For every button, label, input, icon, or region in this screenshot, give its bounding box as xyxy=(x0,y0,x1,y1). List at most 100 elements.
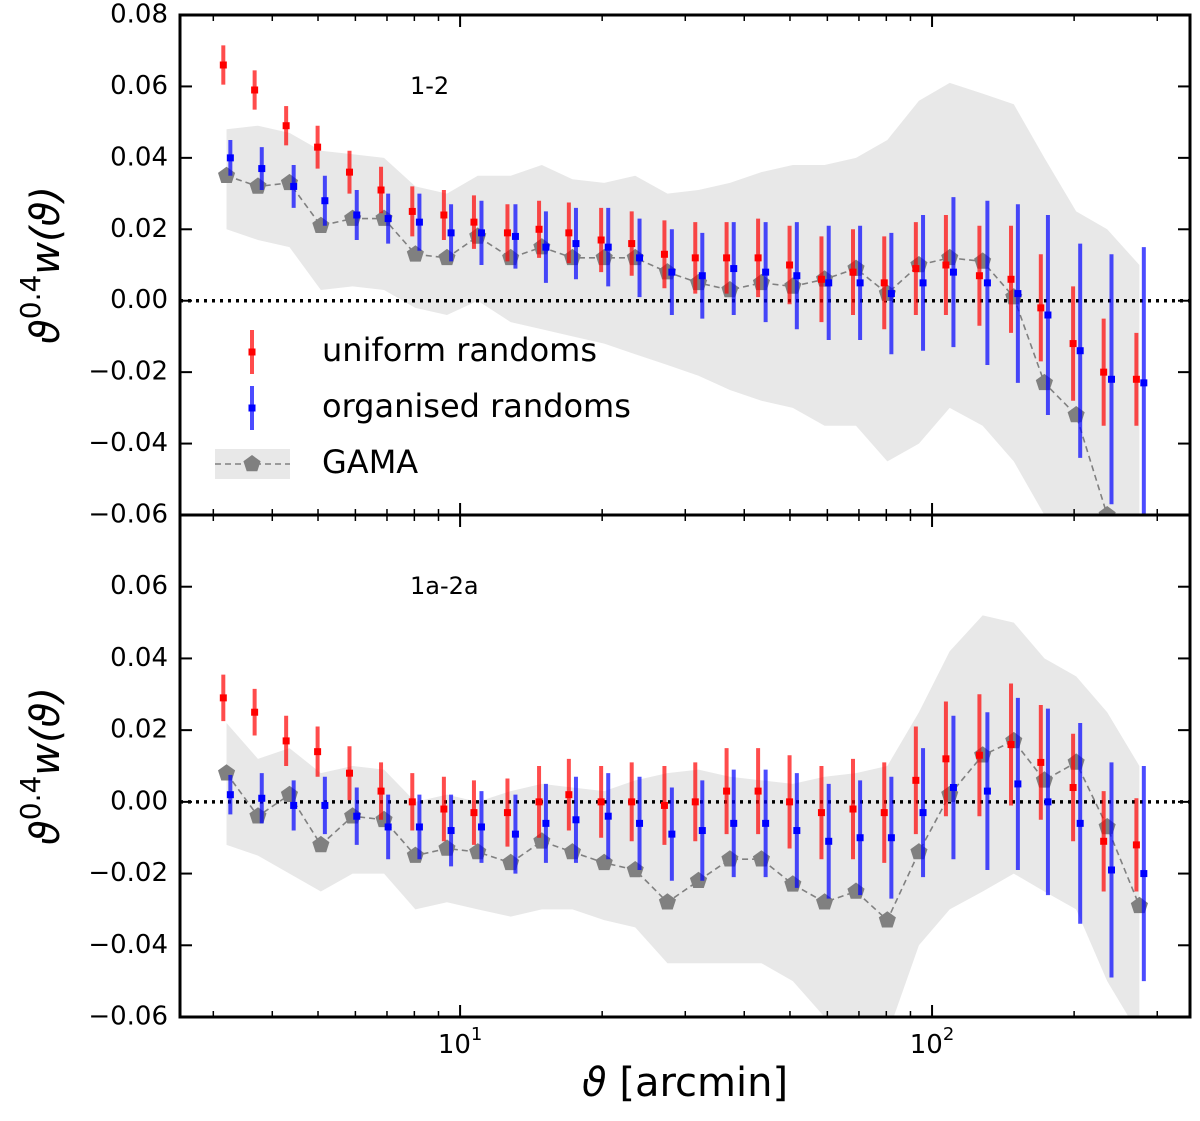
marker xyxy=(290,182,298,190)
marker xyxy=(572,240,580,248)
marker xyxy=(470,809,478,817)
marker xyxy=(825,837,833,845)
marker xyxy=(1014,290,1022,298)
marker xyxy=(730,265,738,273)
marker xyxy=(511,830,519,838)
marker xyxy=(503,809,511,817)
marker xyxy=(542,819,550,827)
marker xyxy=(408,207,416,215)
marker xyxy=(321,801,329,809)
x-tick-base: 10 xyxy=(438,1030,471,1060)
marker xyxy=(1140,870,1148,878)
marker xyxy=(942,755,950,763)
gama-marker xyxy=(1131,560,1148,576)
y-label-rest: w(ϑ) xyxy=(23,687,69,776)
marker xyxy=(290,801,298,809)
y-axis-label: ϑ0.4w(ϑ) xyxy=(14,186,69,344)
marker xyxy=(1107,866,1115,874)
x-tick-label: 102 xyxy=(910,1024,955,1060)
marker xyxy=(817,275,825,283)
x-label-rest: [arcmin] xyxy=(607,1060,788,1106)
x-axis-label: ϑ [arcmin] xyxy=(582,1060,788,1106)
marker xyxy=(384,823,392,831)
marker xyxy=(604,812,612,820)
marker xyxy=(542,243,550,251)
marker xyxy=(660,250,668,258)
marker xyxy=(786,798,794,806)
marker xyxy=(321,197,329,205)
marker xyxy=(983,787,991,795)
annotation: 1-2 xyxy=(410,72,449,100)
marker xyxy=(628,798,636,806)
marker xyxy=(1044,311,1052,319)
y-label-base: ϑ xyxy=(23,820,69,845)
marker xyxy=(477,229,485,237)
marker xyxy=(942,261,950,269)
marker xyxy=(251,708,259,716)
marker xyxy=(698,827,706,835)
marker xyxy=(880,809,888,817)
marker xyxy=(282,737,290,745)
y-label-rest: w(ϑ) xyxy=(23,186,69,275)
legend-label: GAMA xyxy=(322,443,418,481)
marker xyxy=(1100,837,1108,845)
marker xyxy=(1132,375,1140,383)
marker xyxy=(786,261,794,269)
marker xyxy=(415,218,423,226)
marker xyxy=(258,165,266,173)
marker xyxy=(762,268,770,276)
marker xyxy=(919,809,927,817)
x-tick-base: 10 xyxy=(910,1030,943,1060)
marker xyxy=(226,791,234,799)
y-tick-label: 0.02 xyxy=(110,715,168,745)
marker xyxy=(628,240,636,248)
marker xyxy=(535,798,543,806)
x-tick-exponent: 1 xyxy=(471,1024,482,1045)
marker xyxy=(470,218,478,226)
marker xyxy=(1037,304,1045,312)
marker xyxy=(345,168,353,176)
marker xyxy=(565,791,573,799)
marker xyxy=(565,229,573,237)
marker xyxy=(535,225,543,233)
marker xyxy=(447,229,455,237)
annotation: 1a-2a xyxy=(410,572,479,600)
marker xyxy=(251,86,259,94)
marker xyxy=(415,823,423,831)
marker xyxy=(1132,841,1140,849)
y-tick-label: −0.02 xyxy=(88,357,168,387)
y-tick-label: −0.02 xyxy=(88,858,168,888)
y-tick-label: 0.00 xyxy=(110,285,168,315)
marker xyxy=(572,816,580,824)
marker xyxy=(793,827,801,835)
y-tick-label: 0.02 xyxy=(110,214,168,244)
y-tick-label: 0.08 xyxy=(110,0,168,30)
gama-marker xyxy=(1098,506,1116,515)
marker xyxy=(668,830,676,838)
marker xyxy=(975,751,983,759)
y-tick-label: 0.06 xyxy=(110,571,168,601)
marker xyxy=(723,787,731,795)
marker xyxy=(1037,758,1045,766)
marker xyxy=(636,819,644,827)
x-tick-exponent: 2 xyxy=(943,1024,954,1045)
marker xyxy=(1069,784,1077,792)
marker xyxy=(604,243,612,251)
marker xyxy=(880,279,888,287)
marker xyxy=(1014,780,1022,788)
marker xyxy=(723,254,731,262)
marker xyxy=(1140,379,1148,387)
gama-line xyxy=(225,739,1141,922)
gama-marker xyxy=(312,835,330,853)
marker xyxy=(353,812,361,820)
y-tick-label: −0.04 xyxy=(88,930,168,960)
y-tick-label: 0.06 xyxy=(110,71,168,101)
gama-marker xyxy=(658,893,676,910)
marker xyxy=(1007,275,1015,283)
marker xyxy=(597,798,605,806)
marker xyxy=(353,211,361,219)
marker xyxy=(912,776,920,784)
y-tick-label: −0.06 xyxy=(88,500,168,530)
marker xyxy=(919,279,927,287)
